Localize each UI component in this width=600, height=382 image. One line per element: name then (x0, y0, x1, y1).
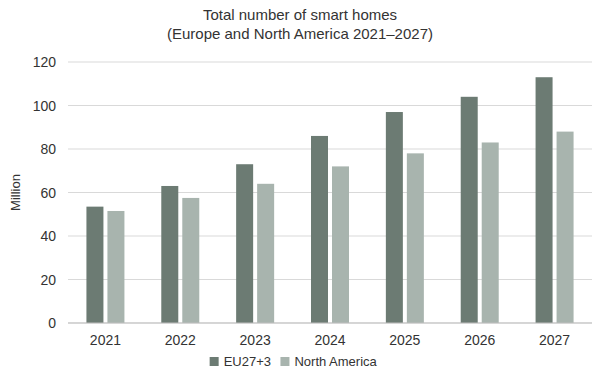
bar (407, 153, 424, 323)
bar (161, 186, 178, 323)
x-tick-label: 2025 (389, 332, 420, 348)
legend: EU27+3 North America (210, 354, 378, 369)
grid-line (68, 323, 592, 324)
x-tick-label: 2021 (90, 332, 121, 348)
bar (482, 142, 499, 323)
bar (536, 77, 553, 323)
chart: Total number of smart homes (Europe and N… (0, 0, 600, 382)
y-tick-label: 100 (33, 98, 57, 114)
y-tick-label: 0 (48, 315, 56, 331)
bars (86, 77, 573, 323)
y-tick-label: 40 (40, 228, 56, 244)
y-axis-label: Million (8, 174, 23, 211)
y-tick-label: 80 (40, 141, 56, 157)
title: Total number of smart homes (203, 6, 397, 23)
grid-line (68, 192, 592, 193)
grid-line (68, 279, 592, 280)
x-tick-label: 2023 (240, 332, 271, 348)
x-tick-label: 2026 (464, 332, 495, 348)
x-tick-label: 2027 (539, 332, 570, 348)
y-tick-label: 60 (40, 185, 56, 201)
x-tick-label: 2022 (165, 332, 196, 348)
bar (332, 166, 349, 323)
bar (107, 211, 124, 323)
bar (461, 97, 478, 323)
legend-label: EU27+3 (224, 354, 271, 369)
grid-line (68, 149, 592, 150)
grid-line (68, 62, 592, 63)
x-tick-label: 2024 (314, 332, 345, 348)
bar (182, 198, 199, 323)
legend-swatch (280, 357, 289, 366)
grid-line (68, 105, 592, 106)
grid-line (68, 236, 592, 237)
legend-label: North America (294, 354, 377, 369)
subtitle: (Europe and North America 2021–2027) (167, 25, 433, 42)
x-axis (68, 323, 592, 324)
y-tick-label: 120 (33, 54, 57, 70)
bar (557, 132, 574, 323)
bar (311, 136, 328, 323)
bar (386, 112, 403, 323)
y-tick-label: 20 (40, 272, 56, 288)
bar (86, 207, 103, 323)
bar (257, 184, 274, 323)
bar (236, 164, 253, 323)
legend-swatch (210, 357, 219, 366)
chart-container: Total number of smart homes (Europe and N… (0, 0, 600, 382)
